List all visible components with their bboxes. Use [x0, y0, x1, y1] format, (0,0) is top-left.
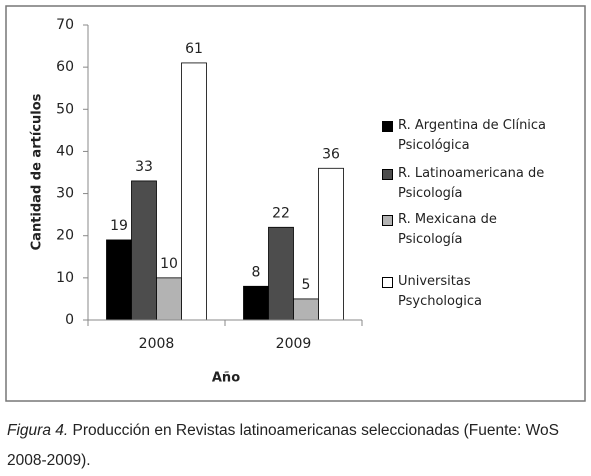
- legend-label: R. Argentina de Clínica Psicológica: [398, 118, 547, 153]
- data-label: 8: [252, 264, 261, 280]
- data-label: 19: [110, 218, 128, 234]
- y-tick-label: 0: [65, 312, 74, 328]
- legend-item: R. Mexicana de Psicología: [382, 210, 547, 250]
- x-axis-title: Año: [212, 371, 240, 386]
- data-label: 36: [322, 146, 340, 162]
- data-label: 22: [272, 205, 290, 221]
- y-tick-label: 10: [56, 270, 74, 286]
- data-label: 10: [160, 256, 178, 272]
- bar: [318, 167, 344, 321]
- legend-swatch: [382, 169, 393, 180]
- y-tick-label: 40: [56, 143, 74, 159]
- legend-swatch: [382, 121, 393, 132]
- chart-frame: [5, 5, 586, 402]
- x-tick-label: 2009: [276, 336, 312, 352]
- caption-text: Producción en Revistas latinoamericanas …: [7, 422, 559, 469]
- y-tick-label: 50: [56, 101, 74, 117]
- bar: [131, 180, 157, 321]
- data-label: 33: [135, 159, 153, 175]
- bar: [268, 226, 294, 321]
- legend-label: R. Latinoamericana de Psicología: [398, 166, 545, 201]
- x-tick-label: 2008: [139, 336, 175, 352]
- legend-item: Universitas Psychologica: [382, 272, 547, 312]
- legend: R. Argentina de Clínica Psicológica R. La…: [382, 116, 547, 312]
- y-tick-label: 60: [56, 59, 74, 75]
- legend-item: R. Argentina de Clínica Psicológica: [382, 116, 547, 156]
- bar: [156, 277, 182, 321]
- data-label: 61: [185, 41, 203, 57]
- legend-swatch: [382, 277, 393, 288]
- legend-item: R. Latinoamericana de Psicología: [382, 164, 547, 204]
- legend-swatch: [382, 215, 393, 226]
- y-tick-label: 70: [56, 17, 74, 33]
- bar: [106, 239, 132, 321]
- y-tick-label: 20: [56, 228, 74, 244]
- caption-label: Figura 4.: [7, 422, 69, 439]
- bar: [293, 298, 319, 321]
- bar: [181, 62, 207, 321]
- legend-label: R. Mexicana de Psicología: [398, 212, 497, 247]
- figure-caption: Figura 4. Producción en Revistas latinoa…: [7, 416, 585, 476]
- data-label: 5: [302, 277, 311, 293]
- y-tick-label: 30: [56, 186, 74, 202]
- bar: [243, 285, 269, 321]
- chart: Año Cantidad de artículos 0 10 20 30 40 50 60 7…: [5, 5, 586, 402]
- y-axis-title: Cantidad de artículos: [30, 93, 45, 250]
- legend-label: Universitas Psychologica: [398, 274, 482, 309]
